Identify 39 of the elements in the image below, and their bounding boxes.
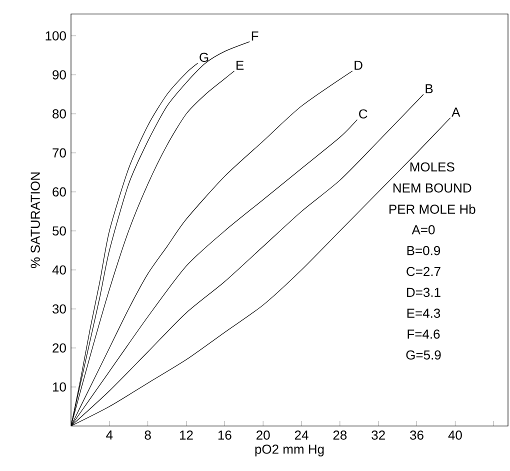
annotation: G=5.9 xyxy=(406,350,441,360)
series-label: F xyxy=(252,32,258,40)
y-tick-label: 10 xyxy=(53,382,66,392)
y-tick-label: 20 xyxy=(52,343,66,353)
series-label: A xyxy=(452,108,460,117)
x-tick-label: 36 xyxy=(410,430,424,440)
y-tick-label: 100 xyxy=(46,31,66,40)
x-tick-label: 28 xyxy=(333,430,347,440)
y-tick-label: 40 xyxy=(52,265,66,275)
annotation: E=4.3 xyxy=(407,308,440,318)
x-tick-label: 32 xyxy=(372,430,385,440)
y-tick-label: 30 xyxy=(52,304,66,314)
annotation: MOLES xyxy=(410,162,454,172)
x-tick-label: 12 xyxy=(180,430,193,440)
y-axis-title: % SATURATION xyxy=(30,172,40,268)
y-tick-label: 90 xyxy=(52,70,66,80)
annotation: NEM BOUND xyxy=(393,183,472,193)
annotation: PER MOLE Hb xyxy=(389,204,476,214)
y-tick-label: 50 xyxy=(52,226,66,236)
series-label: G xyxy=(200,52,208,62)
annotation: C=2.7 xyxy=(406,266,440,276)
annotation: F=4.6 xyxy=(408,330,440,339)
annotation: D=3.1 xyxy=(407,288,440,297)
y-tick-label: 60 xyxy=(52,187,66,197)
x-tick-label: 16 xyxy=(218,430,232,440)
x-axis-title: pO2 mm Hg xyxy=(255,444,324,456)
series-label: D xyxy=(354,60,362,70)
y-tick-label: 70 xyxy=(52,148,66,158)
series-label: E xyxy=(236,60,244,70)
x-tick-label: 24 xyxy=(294,430,308,440)
annotation: B=0.9 xyxy=(407,246,440,256)
x-tick-label: 8 xyxy=(144,430,151,440)
annotation: A=0 xyxy=(412,225,435,234)
x-tick-label: 4 xyxy=(106,430,113,440)
series-label: C xyxy=(359,109,368,119)
series-label: B xyxy=(426,84,433,94)
y-tick-label: 80 xyxy=(52,109,66,118)
x-tick-label: 40 xyxy=(448,430,462,440)
x-tick-label: 20 xyxy=(256,430,270,440)
